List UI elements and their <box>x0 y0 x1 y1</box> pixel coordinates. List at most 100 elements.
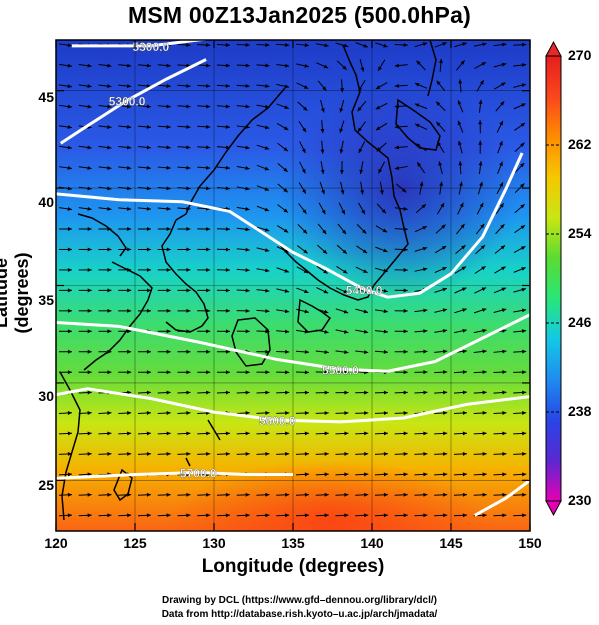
wind-arrow <box>295 492 309 497</box>
wind-arrow <box>157 411 171 415</box>
wind-arrow <box>358 202 366 215</box>
wind-arrowhead <box>67 308 72 313</box>
wind-arrow <box>414 349 428 354</box>
wind-arrowhead <box>166 451 171 456</box>
wind-arrowhead <box>304 390 309 395</box>
wind-arrowhead <box>283 188 288 193</box>
wind-arrow <box>513 349 527 354</box>
wind-arrowhead <box>127 431 132 436</box>
wind-arrowhead <box>146 84 151 88</box>
wind-arrowhead <box>265 411 270 415</box>
wind-arrow <box>177 124 191 129</box>
wind-arrow <box>197 267 211 272</box>
wind-arrow <box>177 104 191 109</box>
wind-arrow <box>493 411 507 415</box>
wind-arrow <box>335 329 349 334</box>
wind-arrow <box>197 63 211 68</box>
wind-arrowhead <box>324 431 329 436</box>
wind-arrow <box>236 288 250 293</box>
wind-arrow <box>157 390 171 395</box>
wind-arrowhead <box>520 225 526 230</box>
wind-arrowhead <box>522 349 527 354</box>
wind-arrow <box>276 63 290 68</box>
wind-arrowhead <box>87 513 92 518</box>
wind-arrowhead <box>107 267 112 272</box>
wind-arrow <box>197 308 211 313</box>
wind-arrowhead <box>304 411 309 415</box>
wind-arrowhead <box>264 227 270 232</box>
wind-arrow <box>394 472 408 477</box>
plot-area: 5300.0 5300.0 5400.0 5500.0 5600.0 5700.0 <box>56 40 530 531</box>
wind-arrowhead <box>146 186 151 191</box>
wind-arrowhead <box>225 492 230 497</box>
wind-arrowhead <box>403 411 408 415</box>
wind-arrowhead <box>225 124 230 129</box>
wind-arrow <box>496 120 504 133</box>
wind-arrow <box>118 227 132 231</box>
wind-arrow <box>256 431 270 436</box>
wind-arrowhead <box>127 451 132 456</box>
wind-arrow <box>197 492 211 497</box>
wind-arrowhead <box>343 43 349 48</box>
wind-arrowhead <box>522 451 527 456</box>
wind-arrowhead <box>302 229 308 234</box>
wind-arrow <box>295 43 309 48</box>
wind-arrowhead <box>344 472 349 477</box>
wind-arrow <box>58 370 72 375</box>
wind-arrowhead <box>378 66 382 71</box>
wind-arrow <box>375 102 388 110</box>
wind-arrow <box>236 84 250 88</box>
wind-arrow <box>378 161 385 174</box>
wind-arrow <box>457 202 464 215</box>
wind-arrowhead <box>462 472 467 477</box>
wind-arrow <box>98 145 112 150</box>
wind-arrow <box>394 513 408 518</box>
wind-arrowhead <box>522 492 527 497</box>
wind-arrow <box>58 125 72 129</box>
wind-arrowhead <box>186 186 191 191</box>
wind-arrow <box>78 267 92 272</box>
wind-arrowhead <box>146 411 151 415</box>
wind-arrow <box>256 390 270 395</box>
wind-arrowhead <box>322 86 327 91</box>
wind-arrowhead <box>166 329 171 334</box>
coastline-shikoku <box>297 298 332 333</box>
wind-arrowhead <box>414 103 420 108</box>
wind-arrowhead <box>107 411 112 415</box>
wind-arrowhead <box>283 147 288 152</box>
wind-arrow <box>98 186 112 191</box>
wind-arrow <box>374 472 388 477</box>
wind-arrowhead <box>403 390 408 395</box>
wind-arrowhead <box>67 186 72 191</box>
wind-arrow <box>416 60 426 71</box>
x-tick-label: 120 <box>44 535 68 551</box>
wind-arrow <box>493 308 507 314</box>
wind-arrow <box>514 183 525 194</box>
wind-arrowhead <box>443 513 448 518</box>
coastline-japan-main <box>279 44 409 301</box>
wind-arrow <box>137 390 151 395</box>
wind-arrowhead <box>146 124 151 129</box>
wind-arrowhead <box>225 288 230 293</box>
wind-arrow <box>256 309 270 313</box>
wind-arrow <box>118 288 132 293</box>
wind-arrow <box>157 104 171 109</box>
wind-arrow <box>434 472 448 477</box>
wind-arrowhead <box>67 370 72 375</box>
wind-arrow <box>473 492 487 497</box>
wind-arrow <box>216 288 230 293</box>
wind-arrow <box>436 80 446 92</box>
wind-arrowhead <box>383 451 388 456</box>
wind-arrowhead <box>323 64 329 69</box>
wind-arrow <box>299 141 306 154</box>
wind-arrow <box>98 513 112 518</box>
wind-arrow <box>335 390 349 395</box>
height-contour-line <box>59 58 207 145</box>
wind-arrow <box>375 122 388 131</box>
wind-arrowhead <box>363 43 368 48</box>
wind-arrowhead <box>303 249 308 254</box>
wind-arrowhead <box>186 492 191 497</box>
wind-arrow <box>416 161 426 174</box>
wind-arrow <box>497 140 503 154</box>
wind-arrowhead <box>482 451 487 456</box>
